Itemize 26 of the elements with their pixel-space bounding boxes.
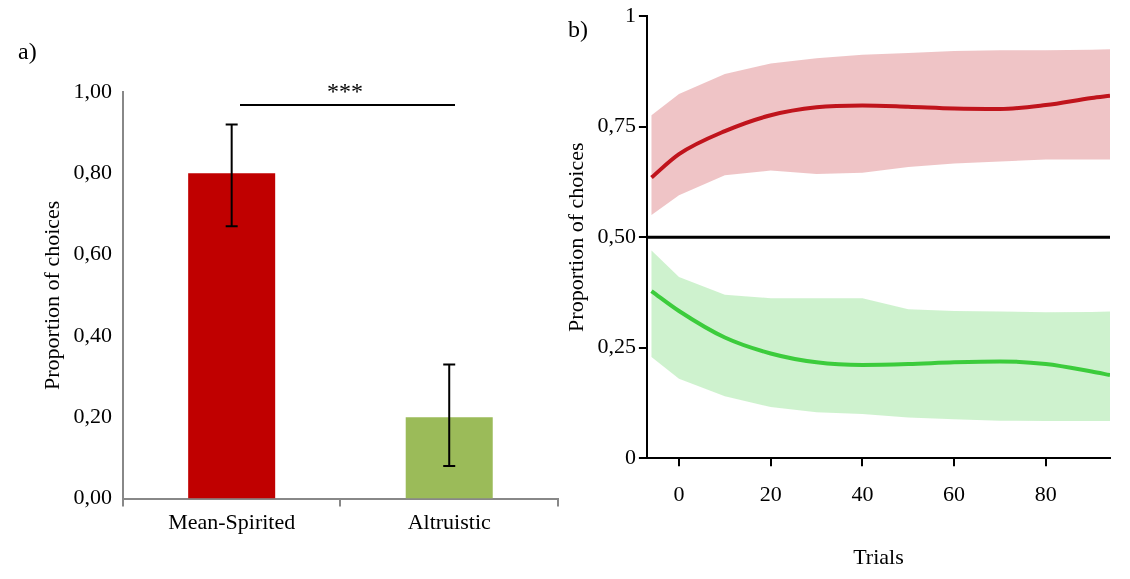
y-tick-label: 0,60 [73,240,112,266]
y-tick-label: 0,50 [597,222,636,248]
y-axis-title: Proportion of choices [562,142,588,332]
x-tick-label: 20 [759,481,782,507]
x-tick-label: 0 [673,481,685,507]
y-tick-label: 0,20 [73,403,112,429]
x-axis-title: Trials [853,543,904,569]
y-tick-label: 1 [624,1,636,27]
x-tick-label: 60 [943,481,966,507]
y-tick-label: 1,00 [73,77,112,103]
x-tick-label: Altruistic [407,508,492,534]
y-tick-label: 0,25 [597,333,636,359]
line-series [649,289,1110,378]
y-tick-label: 0,80 [73,159,112,185]
y-tick-label: 0 [624,443,636,469]
y-axis-title: Proportion of choices [38,200,64,390]
y-tick-label: 0,75 [597,112,636,138]
text: a) [18,38,37,65]
line-series [649,93,1110,180]
x-tick-label: 40 [851,481,874,507]
x-tick-label: Mean-Spirited [168,508,296,534]
x-tick-label: 80 [1034,481,1057,507]
text: b) [568,16,588,43]
y-tick-label: 0,00 [73,484,112,510]
y-tick-label: 0,40 [73,321,112,347]
annotation: *** [326,78,364,105]
